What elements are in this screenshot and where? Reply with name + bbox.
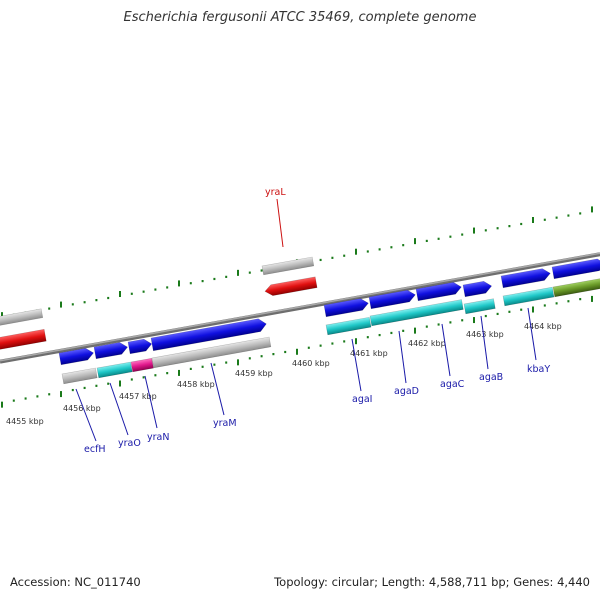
feature-red-left-shape: [0, 329, 47, 350]
leader-agaD: [398, 330, 407, 384]
feature-gray-ecfH: [61, 367, 98, 385]
gene-label-agaC: agaC: [440, 379, 465, 390]
feature-cyan-kbaY: [502, 286, 555, 307]
feature-cyan-agaI-shape: [325, 316, 372, 336]
feature-blue-yraN: [127, 338, 153, 355]
gene-label-agaI: agaI: [352, 394, 372, 405]
gene-label-ecfH: ecfH: [84, 444, 106, 455]
scale-label-4464-kbp: 4464 kbp: [524, 322, 562, 331]
feature-gray-left-upper: [0, 308, 44, 328]
gene-label-yraO: yraO: [118, 438, 141, 449]
scale-label-4463-kbp: 4463 kbp: [466, 330, 504, 339]
scale-label-4459-kbp: 4459 kbp: [235, 369, 273, 378]
feature-blue-right-shape: [551, 258, 600, 280]
scale-label-4458-kbp: 4458 kbp: [177, 380, 215, 389]
scale-labels: 4455 kbp 4456 kbp 4457 kbp 4458 kbp 4459 kbp…: [6, 322, 562, 426]
feature-cyan-agaD-agaC: [369, 299, 464, 327]
leader-agaI: [351, 338, 362, 392]
feature-blue-yraO-shape: [93, 342, 128, 360]
leader-yraM: [210, 362, 225, 416]
topology-text: Topology: circular; Length: 4,588,711 bp…: [274, 575, 590, 589]
scale-label-4462-kbp: 4462 kbp: [408, 339, 446, 348]
gene-label-agaD: agaD: [394, 386, 419, 397]
feature-magenta-yraN: [130, 358, 154, 373]
feature-cyan-yraO-shape: [96, 361, 133, 379]
feature-gray-left-upper-shape: [0, 308, 44, 328]
leader-agaC: [441, 323, 451, 377]
scale-label-4455-kbp: 4455 kbp: [6, 417, 44, 426]
scale-label-4456-kbp: 4456 kbp: [63, 404, 101, 413]
gene-label-yraM: yraM: [213, 418, 237, 429]
feature-blue-agaD-shape: [368, 289, 416, 310]
feature-cyan-agaD-agaC-shape: [369, 299, 464, 327]
feature-blue-agaD: [368, 289, 416, 310]
feature-blue-yraN-shape: [127, 338, 153, 355]
feature-blue-kbaY-shape: [500, 268, 551, 289]
feature-cyan-agaB-shape: [463, 298, 496, 315]
leader-yraL: [276, 198, 284, 248]
feature-olive-right-shape: [552, 277, 600, 298]
feature-magenta-yraN-shape: [130, 358, 154, 373]
gene-label-yraN: yraN: [147, 432, 169, 443]
gene-label-agaB: agaB: [479, 372, 503, 383]
feature-red-left: [0, 329, 47, 350]
scale-ticks-lower: [1, 295, 593, 408]
leader-agaB: [480, 315, 489, 370]
genome-backbone: [0, 252, 600, 364]
feature-blue-kbaY: [500, 268, 551, 289]
feature-blue-agaB-shape: [462, 281, 492, 298]
feature-cyan-agaB: [463, 298, 496, 315]
feature-gray-ecfH-shape: [61, 367, 98, 385]
gene-labels: yraL ecfH yraO yraN yraM agaI agaD agaC agaB kbaY: [75, 187, 550, 455]
feature-blue-ecfH-shape: [58, 347, 94, 366]
feature-gray-yraM-shape: [151, 336, 272, 369]
leader-yraO: [109, 382, 129, 436]
scale-label-4460-kbp: 4460 kbp: [292, 359, 330, 368]
gene-label-yraL: yraL: [265, 187, 286, 198]
feature-red-yraL-shape: [264, 276, 318, 296]
feature-blue-ecfH: [58, 347, 94, 366]
feature-blue-agaC: [415, 282, 462, 302]
feature-gray-yraL: [261, 256, 315, 276]
feature-cyan-kbaY-shape: [502, 286, 555, 307]
feature-blue-agaC-shape: [415, 282, 462, 302]
feature-gray-yraL-shape: [261, 256, 315, 276]
gene-label-kbaY: kbaY: [527, 364, 550, 375]
leader-ecfH: [75, 388, 97, 442]
feature-blue-yraM: [150, 318, 267, 352]
leader-yraN: [144, 375, 158, 429]
feature-cyan-yraO: [96, 361, 133, 379]
scale-label-4461-kbp: 4461 kbp: [350, 349, 388, 358]
feature-blue-yraM-shape: [150, 318, 267, 352]
leader-kbaY: [527, 307, 537, 361]
accession-text: Accession: NC_011740: [10, 575, 141, 589]
feature-cyan-agaI: [325, 316, 372, 336]
feature-blue-right: [551, 258, 600, 280]
feature-olive-right: [552, 277, 600, 298]
scale-label-4457-kbp: 4457 kbp: [119, 392, 157, 401]
feature-gray-yraM: [151, 336, 272, 369]
gene-features: [0, 256, 600, 385]
feature-red-yraL: [264, 276, 318, 296]
feature-blue-agaB: [462, 281, 492, 298]
feature-blue-agaI-shape: [323, 298, 369, 318]
genome-title: Escherichia fergusonii ATCC 35469, compl…: [123, 10, 477, 25]
feature-blue-yraO: [93, 342, 128, 360]
feature-blue-agaI: [323, 298, 369, 318]
